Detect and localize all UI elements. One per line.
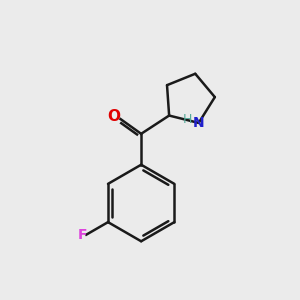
Text: H: H xyxy=(183,113,192,127)
Text: O: O xyxy=(108,109,121,124)
Text: F: F xyxy=(78,228,88,242)
Text: N: N xyxy=(193,116,205,130)
